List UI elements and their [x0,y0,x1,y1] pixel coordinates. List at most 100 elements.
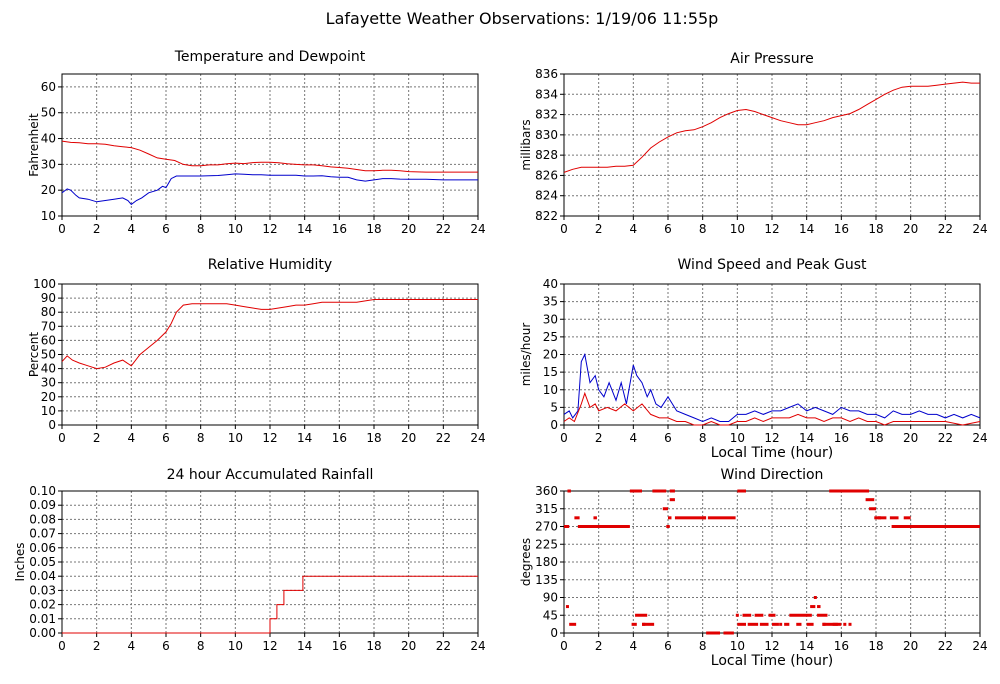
pressure-xtick-label: 16 [834,222,849,236]
direction-xtick-label: 10 [730,639,745,653]
direction-direction-mark [737,489,746,493]
direction-direction-mark [577,525,630,528]
pressure-ytick-label: 836 [535,67,558,81]
temp-title: Temperature and Dewpoint [174,49,366,65]
direction-xtick-label: 2 [595,639,603,653]
temp-xtick-label: 18 [366,222,381,236]
direction-xtick-label: 18 [868,639,883,653]
direction-direction-mark [674,516,707,520]
direction-direction-point [843,622,847,626]
humidity-xtick-label: 0 [58,431,66,445]
rain-ytick-label: 0.00 [29,626,56,640]
pressure-xtick-label: 0 [560,222,568,236]
wind-xtick-label: 22 [938,431,953,445]
direction-xtick-label: 8 [699,639,707,653]
direction-direction-mark [567,489,571,493]
wind-ytick-label: 15 [543,365,558,379]
direction-ytick-label: 180 [535,555,558,569]
pressure-xtick-label: 12 [764,222,779,236]
humidity-xtick-label: 16 [332,431,347,445]
humidity-xtick-label: 20 [401,431,416,445]
rain-ytick-label: 0.01 [29,612,56,626]
wind-ytick-label: 25 [543,330,558,344]
wind-ytick-label: 0 [550,418,558,432]
pressure-xtick-label: 20 [903,222,918,236]
direction-direction-mark [631,622,637,626]
temp-series-line-1 [61,173,478,206]
direction-direction-mark [737,622,746,626]
direction-ytick-label: 225 [535,537,558,551]
rain-xtick-label: 2 [93,639,101,653]
rain-ytick-label: 0.03 [29,583,56,597]
wind-xtick-label: 10 [730,431,745,445]
rain-xtick-label: 0 [58,639,66,653]
temp-xtick-label: 0 [58,222,66,236]
temp-ytick-label: 40 [41,132,56,146]
rain-ytick-label: 0.07 [29,527,56,541]
humidity-xtick-label: 24 [470,431,485,445]
direction-ylabel: degrees [519,538,533,586]
wind-title: Wind Speed and Peak Gust [678,257,867,273]
rain-xtick-label: 14 [297,639,312,653]
direction-direction-mark [796,622,802,626]
direction-direction-mark [593,516,597,520]
direction-direction-mark [642,622,655,626]
rain-xtick-label: 4 [128,639,136,653]
pressure-xtick-label: 14 [799,222,814,236]
wind-xtick-label: 24 [972,431,987,445]
temp-xtick-label: 10 [228,222,243,236]
temp-xtick-label: 8 [197,222,205,236]
wind-ylabel: miles/hour [519,323,533,387]
temp-ylabel: Fahrenheit [27,113,41,177]
temp-xtick-label: 24 [470,222,485,236]
humidity-xtick-label: 14 [297,431,312,445]
direction-direction-mark [869,507,876,511]
direction-ytick-label: 0 [550,626,558,640]
rain-ytick-label: 0.04 [29,569,56,583]
direction-direction-mark [891,525,980,528]
direction-direction-mark [865,498,875,502]
humidity-xtick-label: 10 [228,431,243,445]
wind-ytick-label: 5 [550,400,558,414]
humidity-xtick-label: 22 [436,431,451,445]
wind-xtick-label: 0 [560,431,568,445]
pressure-xtick-label: 6 [664,222,672,236]
pressure-xtick-label: 18 [868,222,883,236]
direction-direction-mark [669,498,675,502]
direction-direction-mark [629,489,642,493]
humidity-xtick-label: 2 [93,431,101,445]
humidity-series-line-0 [61,299,478,370]
humidity-ytick-label: 10 [41,404,56,418]
rain-ytick-label: 0.02 [29,598,56,612]
direction-direction-mark [829,489,870,493]
direction-direction-mark [635,613,648,617]
rain-title: 24 hour Accumulated Rainfall [167,467,374,483]
pressure-title: Air Pressure [730,51,813,67]
rain-xtick-label: 16 [332,639,347,653]
temp-xtick-label: 20 [401,222,416,236]
wind-ytick-label: 35 [543,295,558,309]
pressure-xtick-label: 10 [730,222,745,236]
pressure-ytick-label: 826 [535,168,558,182]
humidity-ytick-label: 60 [41,333,56,347]
humidity-ytick-label: 0 [48,418,56,432]
direction-direction-point [735,613,739,617]
direction-direction-mark [889,516,899,520]
wind-ytick-label: 20 [543,348,558,362]
wind-xlabel: Local Time (hour) [711,445,833,461]
direction-ytick-label: 135 [535,573,558,587]
pressure-ytick-label: 830 [535,128,558,142]
temp-xtick-label: 4 [128,222,136,236]
direction-direction-mark [768,613,776,617]
direction-direction-mark [754,613,764,617]
humidity-xtick-label: 8 [197,431,205,445]
direction-xtick-label: 4 [630,639,638,653]
humidity-ytick-label: 30 [41,376,56,390]
